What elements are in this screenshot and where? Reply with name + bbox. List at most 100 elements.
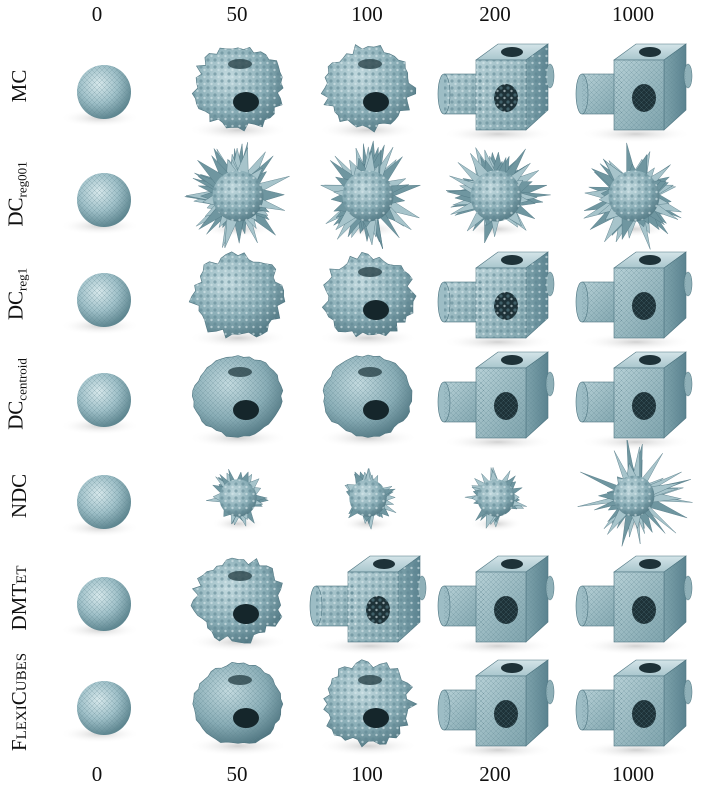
render-cube-cyl-mesh [574, 542, 694, 658]
render-rough-blob-hole [308, 238, 428, 354]
render-image [188, 557, 288, 652]
render-image [184, 142, 290, 249]
render-image [577, 440, 693, 547]
col-label-200: 200 [479, 2, 511, 26]
render-cube-cyl-rough [436, 30, 556, 146]
render-image [575, 43, 693, 143]
render-cube-cyl-mesh [574, 646, 694, 762]
render-sphere [42, 542, 162, 658]
render-image [60, 577, 140, 639]
render-image [188, 251, 288, 348]
render-image [445, 147, 551, 244]
col-label-bottom-200: 200 [479, 762, 511, 786]
render-rough-blob-hole [178, 542, 298, 658]
render-rough-blob-hole [308, 30, 428, 146]
render-image [575, 659, 693, 759]
row-label-text: DCcentroid [3, 358, 34, 430]
render-sphere [42, 238, 162, 354]
render-sphere [42, 440, 162, 556]
render-spiky-blob [308, 138, 428, 254]
method-subscript: centroid [14, 358, 30, 401]
row-label-3: DCcentroid [2, 339, 36, 449]
render-sphere [42, 646, 162, 762]
render-cube-cyl-rough [436, 238, 556, 354]
render-image [318, 251, 418, 348]
render-image [437, 555, 555, 655]
render-image [60, 475, 140, 537]
method-name: MC [7, 69, 31, 103]
col-label-50: 50 [226, 2, 248, 26]
row-label-4: NDC [2, 441, 36, 551]
render-image [60, 373, 140, 435]
method-name: DMTet [7, 565, 31, 631]
row-label-text: FlexiCubes [7, 652, 31, 752]
render-smooth-blob-hole [308, 338, 428, 454]
render-image [575, 351, 693, 451]
render-image [60, 273, 140, 335]
render-spiky-blob [574, 138, 694, 254]
method-name: NDC [7, 473, 31, 519]
method-subscript: reg1 [14, 267, 30, 291]
render-image [60, 173, 140, 235]
render-sphere [42, 30, 162, 146]
method-name: DC [3, 400, 28, 430]
render-rough-blob-hole [178, 30, 298, 146]
render-image [583, 142, 682, 250]
render-image [464, 466, 527, 532]
render-image [318, 44, 418, 140]
render-image [437, 43, 555, 143]
render-image [318, 659, 418, 756]
render-image [575, 251, 693, 351]
row-label-6: FlexiCubes [2, 647, 36, 757]
row-label-text: MC [7, 69, 31, 103]
render-rough-blob-hole [308, 646, 428, 762]
row-label-5: DMTet [2, 543, 36, 653]
render-image [60, 65, 140, 127]
row-label-2: DCreg1 [2, 239, 36, 349]
render-cube-cyl-rough [308, 542, 428, 658]
render-image [437, 251, 555, 351]
method-subscript: reg001 [14, 161, 30, 198]
col-label-100: 100 [351, 2, 383, 26]
render-image [188, 661, 288, 756]
render-image [320, 140, 421, 250]
render-cube-cyl-mesh [574, 238, 694, 354]
row-label-text: DCreg001 [3, 161, 34, 227]
render-smooth-blob-hole [178, 646, 298, 762]
col-label-1000: 1000 [612, 2, 654, 26]
render-cube-cyl-mesh [436, 646, 556, 762]
col-label-bottom-0: 0 [91, 762, 103, 786]
render-image [188, 355, 288, 448]
render-image [437, 659, 555, 759]
render-cube-cyl-mesh [574, 338, 694, 454]
render-spiky-blob [178, 138, 298, 254]
render-image [309, 555, 427, 655]
col-label-bottom-1000: 1000 [612, 762, 654, 786]
col-label-0: 0 [91, 2, 103, 26]
render-image [206, 469, 269, 532]
render-small-spiky [308, 440, 428, 556]
render-small-spiky [436, 440, 556, 556]
render-smooth-blob-hole [178, 338, 298, 454]
render-rough-blob [178, 238, 298, 354]
render-cube-cyl-mesh [436, 542, 556, 658]
col-label-bottom-50: 50 [226, 762, 248, 786]
col-label-bottom-100: 100 [351, 762, 383, 786]
render-spiky-blob [436, 138, 556, 254]
row-label-1: DCreg001 [2, 139, 36, 249]
render-small-spiky [178, 440, 298, 556]
render-image [60, 681, 140, 743]
method-name: FlexiCubes [7, 652, 31, 752]
render-cube-cyl-mesh [436, 338, 556, 454]
render-sphere [42, 138, 162, 254]
render-image [188, 47, 288, 140]
method-name: DC [3, 290, 28, 321]
method-name: DC [3, 197, 28, 227]
render-image [437, 351, 555, 451]
render-image [575, 555, 693, 655]
row-label-text: NDC [7, 473, 31, 519]
row-label-text: DCreg1 [3, 267, 34, 321]
render-sphere [42, 338, 162, 454]
render-cube-cyl-mesh [574, 30, 694, 146]
render-large-spiky [574, 440, 694, 556]
